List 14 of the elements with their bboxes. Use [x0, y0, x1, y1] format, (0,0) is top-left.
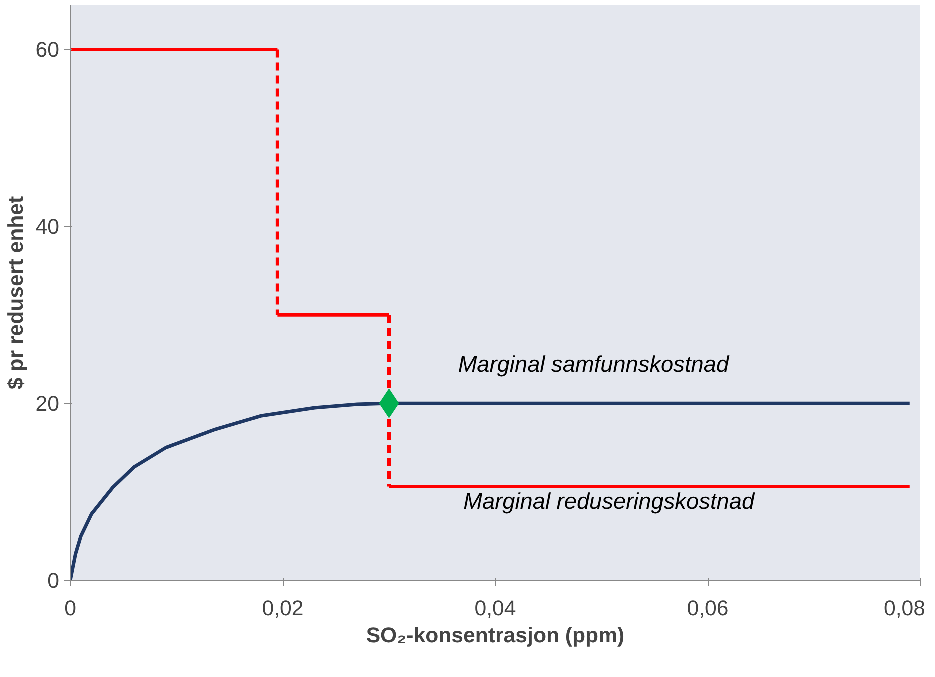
x-tick-label: 0,02: [262, 596, 304, 620]
y-tick-label: 0: [48, 569, 60, 593]
annotation: Marginal reduseringskostnad: [464, 488, 756, 514]
y-axis-title: $ pr redusert enhet: [4, 196, 28, 390]
line-series: [70, 402, 912, 580]
x-tick-label: 0,04: [474, 596, 516, 620]
y-tick-label: 60: [36, 38, 60, 62]
y-tick-label: 40: [36, 215, 60, 240]
annotation: Marginal samfunnskostnad: [458, 351, 730, 378]
y-tick-label: 20: [36, 392, 60, 416]
x-axis-title: SO₂-konsentrasjon (ppm): [366, 624, 625, 648]
x-tick-label: 0,08: [884, 596, 926, 620]
x-tick-label: 0: [64, 596, 77, 620]
x-tick-label: 0,06: [687, 596, 729, 620]
